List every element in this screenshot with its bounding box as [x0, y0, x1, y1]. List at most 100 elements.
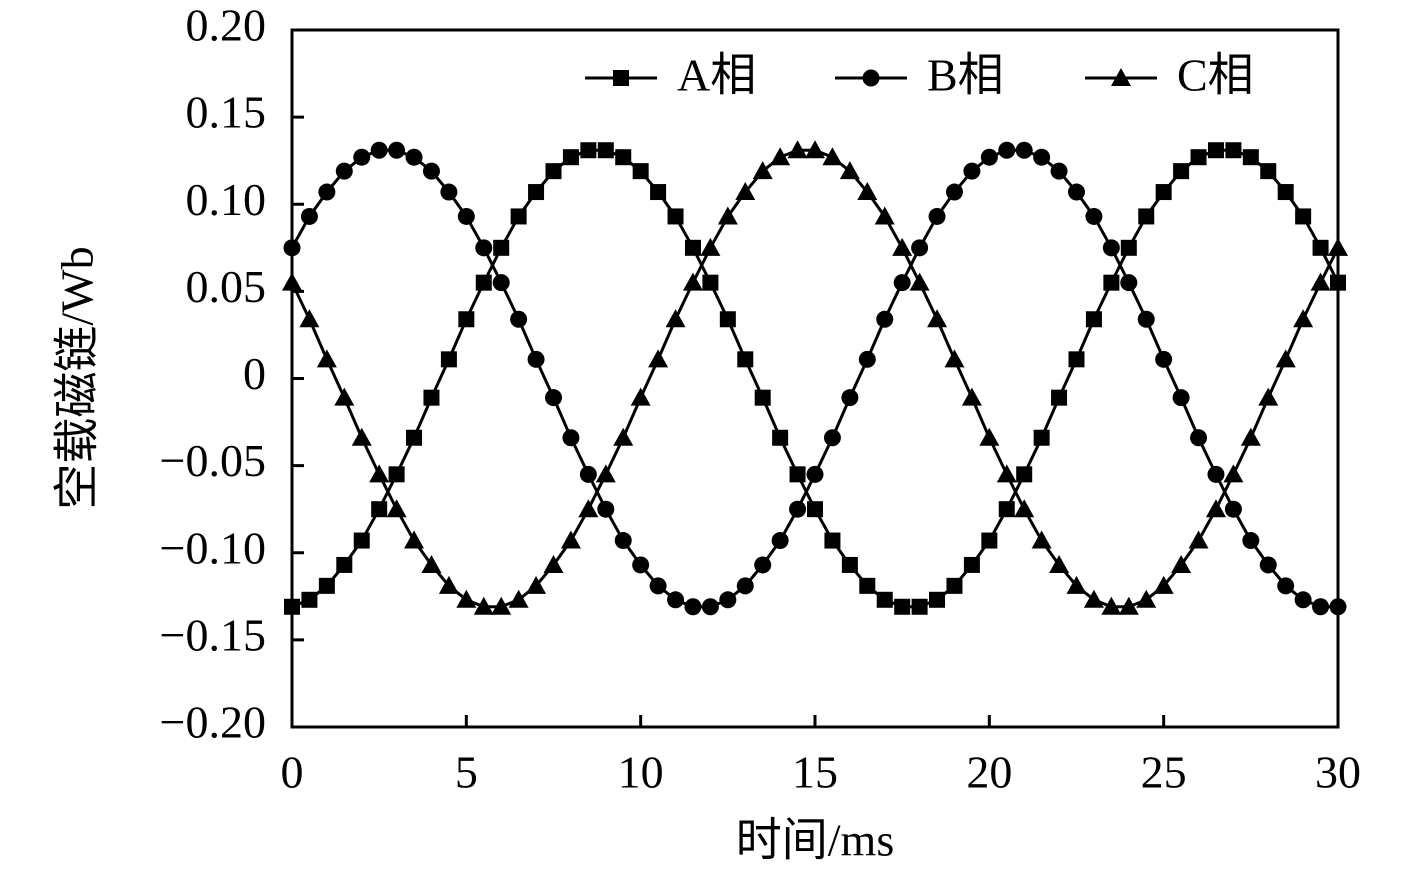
data-point	[876, 310, 894, 328]
data-point	[597, 142, 614, 159]
data-point	[492, 274, 510, 292]
data-point	[980, 148, 998, 166]
data-point	[1102, 239, 1120, 257]
data-point	[1068, 183, 1085, 201]
data-point	[300, 207, 318, 225]
data-point	[701, 598, 719, 616]
data-point	[353, 148, 371, 166]
data-point	[614, 532, 632, 550]
data-point	[946, 577, 963, 594]
data-point	[1083, 589, 1104, 608]
data-point	[961, 387, 982, 406]
data-point	[1136, 589, 1157, 608]
x-tick-label: 30	[1315, 747, 1361, 798]
data-point	[945, 183, 963, 201]
data-point	[1223, 464, 1244, 483]
data-point	[874, 206, 895, 225]
y-axis-label: 空载磁链/Wb	[52, 246, 103, 509]
data-point	[299, 309, 320, 328]
data-point	[998, 141, 1016, 159]
data-point	[1103, 274, 1120, 291]
plot-frame	[290, 28, 1340, 729]
data-point	[1033, 148, 1051, 166]
series-line	[290, 148, 1338, 609]
data-point	[1120, 239, 1137, 256]
x-tick-label: 5	[455, 747, 478, 798]
data-point	[754, 556, 772, 574]
data-point	[301, 591, 318, 608]
data-point	[667, 591, 685, 609]
data-point	[963, 556, 980, 573]
data-point	[1224, 500, 1242, 518]
data-point	[334, 387, 355, 406]
data-point	[580, 142, 597, 159]
y-tick-label: 0.15	[186, 87, 267, 138]
data-point	[806, 465, 824, 483]
data-point	[1101, 596, 1122, 615]
y-tick-label: −0.10	[160, 522, 266, 573]
data-point	[457, 207, 475, 225]
data-point	[405, 148, 423, 166]
data-point	[1153, 575, 1174, 594]
data-point	[823, 429, 841, 447]
data-point	[807, 501, 823, 518]
data-point	[702, 274, 719, 291]
y-tick-label: 0.10	[186, 174, 267, 225]
data-point	[1049, 554, 1070, 573]
data-point	[1171, 554, 1192, 573]
data-point	[736, 577, 754, 595]
data-point	[682, 272, 703, 291]
data-point	[1066, 575, 1087, 594]
data-point	[560, 530, 581, 549]
data-point	[630, 387, 651, 406]
data-point	[386, 499, 407, 518]
data-point	[475, 239, 493, 257]
data-point	[929, 591, 946, 608]
data-point	[648, 349, 669, 368]
data-point	[1294, 591, 1312, 609]
y-tick-label: 0	[243, 348, 266, 399]
data-point	[719, 591, 737, 609]
data-point	[1259, 556, 1277, 574]
data-point	[1033, 429, 1050, 446]
data-point	[893, 274, 911, 292]
data-point	[1225, 142, 1242, 159]
data-point	[351, 427, 372, 446]
data-point	[1190, 429, 1208, 447]
data-point	[1085, 207, 1103, 225]
x-tick-label: 15	[792, 747, 838, 798]
data-point	[562, 149, 579, 166]
data-point	[353, 532, 370, 549]
data-point	[1016, 466, 1033, 483]
data-point	[928, 207, 946, 225]
data-point	[892, 237, 913, 256]
data-point	[1014, 499, 1035, 518]
x-tick-label: 20	[966, 747, 1012, 798]
data-point	[1188, 530, 1209, 549]
data-point	[1277, 577, 1295, 595]
data-point	[370, 141, 388, 159]
data-point	[473, 596, 494, 615]
data-point	[1295, 208, 1312, 225]
data-point	[491, 596, 512, 615]
y-tick-label: −0.15	[160, 609, 266, 660]
data-point	[735, 182, 756, 201]
data-point	[526, 575, 547, 594]
data-point	[963, 162, 981, 180]
data-point	[1118, 596, 1139, 615]
data-point	[423, 389, 440, 406]
data-point	[1120, 274, 1138, 292]
data-point	[1190, 149, 1207, 166]
data-point	[318, 183, 336, 201]
data-point	[632, 556, 650, 574]
x-tick-label: 25	[1141, 747, 1187, 798]
data-point	[527, 350, 545, 368]
data-point	[1085, 311, 1102, 328]
data-point	[1293, 309, 1314, 328]
data-point	[615, 149, 632, 166]
legend-label: B相	[927, 50, 1004, 101]
data-point	[894, 598, 911, 615]
data-point	[1173, 163, 1190, 180]
data-point	[562, 429, 580, 447]
data-point	[841, 389, 859, 407]
